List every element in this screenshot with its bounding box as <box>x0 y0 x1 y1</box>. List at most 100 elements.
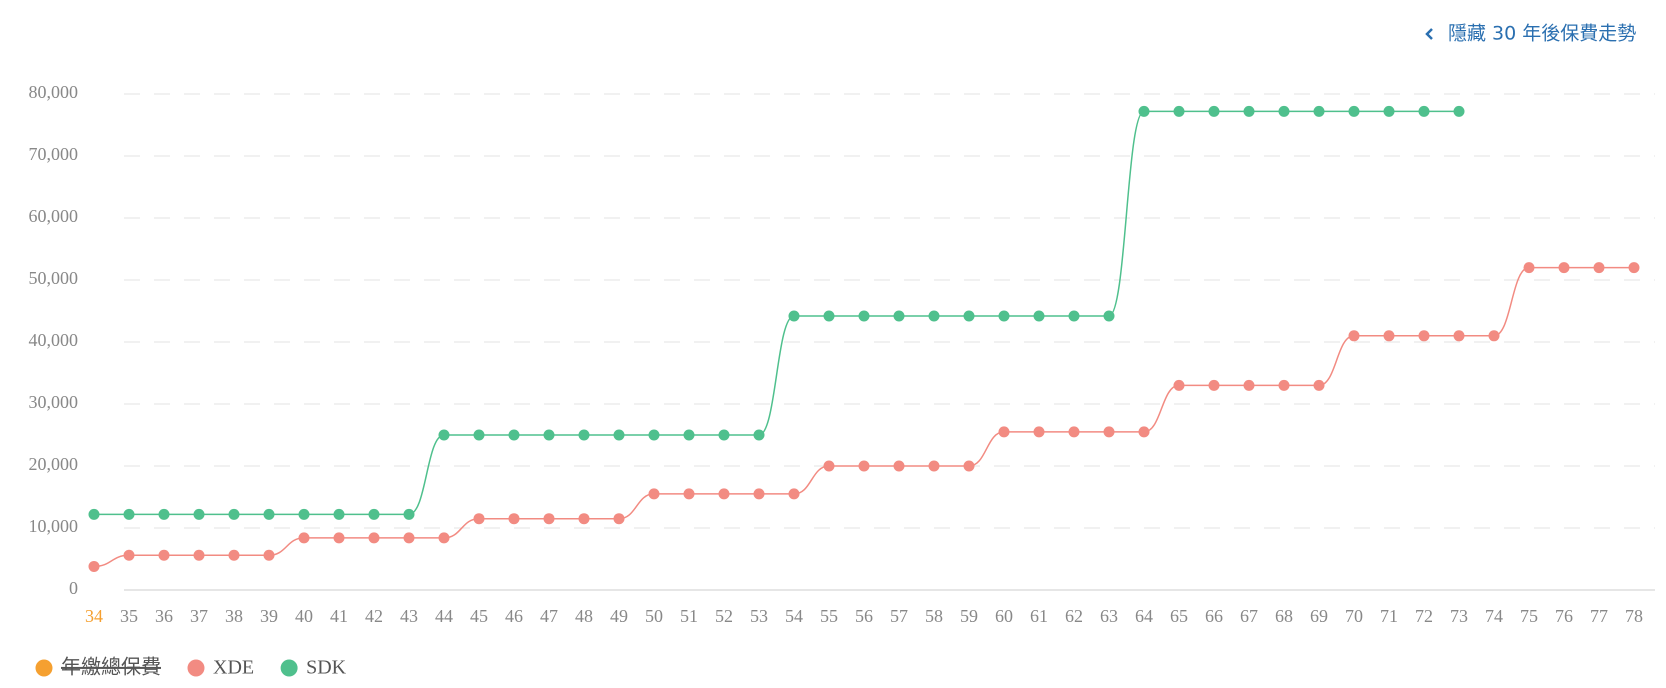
x-tick-label: 61 <box>1030 606 1048 626</box>
data-point <box>823 310 835 322</box>
y-tick-label: 30,000 <box>29 392 79 412</box>
data-point <box>718 488 730 500</box>
x-tick-label: 71 <box>1380 606 1398 626</box>
data-point <box>963 310 975 322</box>
legend-swatch[interactable] <box>280 659 298 677</box>
data-point <box>1278 379 1290 391</box>
x-tick-label: 47 <box>540 606 558 626</box>
data-point <box>893 310 905 322</box>
legend-item[interactable]: SDK <box>280 657 347 679</box>
y-tick-label: 10,000 <box>29 516 79 536</box>
x-tick-label: 37 <box>190 606 208 626</box>
x-tick-label: 54 <box>785 606 803 626</box>
legend-swatch[interactable] <box>187 659 205 677</box>
data-point <box>1138 426 1150 438</box>
data-point <box>1418 105 1430 117</box>
x-tick-label: 35 <box>120 606 138 626</box>
x-tick-label: 78 <box>1625 606 1643 626</box>
data-point <box>1278 105 1290 117</box>
y-tick-label: 60,000 <box>29 206 79 226</box>
data-point <box>123 508 135 520</box>
x-tick-label: 42 <box>365 606 383 626</box>
data-point <box>1068 426 1080 438</box>
y-tick-label: 40,000 <box>29 330 79 350</box>
data-point <box>788 488 800 500</box>
x-tick-label: 58 <box>925 606 943 626</box>
legend-label[interactable]: SDK <box>306 657 347 679</box>
data-point <box>1033 426 1045 438</box>
data-point <box>333 508 345 520</box>
data-point <box>228 508 240 520</box>
data-point <box>613 513 625 525</box>
data-point <box>1418 330 1430 342</box>
data-point <box>998 310 1010 322</box>
data-point <box>473 429 485 441</box>
data-point <box>438 532 450 544</box>
x-tick-label: 72 <box>1415 606 1433 626</box>
legend-label[interactable]: XDE <box>213 657 254 679</box>
x-tick-label: 65 <box>1170 606 1188 626</box>
data-point <box>1173 105 1185 117</box>
x-tick-label: 49 <box>610 606 628 626</box>
data-point <box>1138 105 1150 117</box>
data-point <box>508 513 520 525</box>
data-point <box>1103 426 1115 438</box>
data-point <box>333 532 345 544</box>
data-point <box>263 508 275 520</box>
y-tick-label: 70,000 <box>29 144 79 164</box>
data-point <box>648 488 660 500</box>
x-tick-label: 57 <box>890 606 908 626</box>
toggle-button[interactable]: 隱藏 30 年後保費走勢 <box>1425 23 1636 45</box>
data-point <box>1523 262 1535 274</box>
data-point <box>683 429 695 441</box>
x-tick-label: 60 <box>995 606 1013 626</box>
x-tick-label: 56 <box>855 606 873 626</box>
toggle-label[interactable]: 隱藏 30 年後保費走勢 <box>1448 23 1636 45</box>
x-tick-label: 74 <box>1485 606 1503 626</box>
data-point <box>928 310 940 322</box>
data-point <box>1068 310 1080 322</box>
data-point <box>543 429 555 441</box>
data-point <box>1348 330 1360 342</box>
data-point <box>193 549 205 561</box>
data-point <box>1208 379 1220 391</box>
legend-item[interactable]: 年繳總保費 <box>35 656 162 679</box>
legend-label[interactable]: 年繳總保費 <box>61 656 161 679</box>
data-point <box>298 508 310 520</box>
data-point <box>193 508 205 520</box>
data-point <box>1593 262 1605 274</box>
x-tick-label: 43 <box>400 606 418 626</box>
x-tick-label: 50 <box>645 606 663 626</box>
data-point <box>368 532 380 544</box>
x-tick-label: 44 <box>435 606 453 626</box>
legend-item[interactable]: XDE <box>187 657 255 679</box>
x-tick-label: 40 <box>295 606 313 626</box>
x-tick-label: 55 <box>820 606 838 626</box>
data-point <box>788 310 800 322</box>
data-point <box>718 429 730 441</box>
x-tick-label: 68 <box>1275 606 1293 626</box>
x-tick-label: 63 <box>1100 606 1118 626</box>
data-point <box>683 488 695 500</box>
y-tick-label: 80,000 <box>29 82 79 102</box>
data-point <box>928 460 940 472</box>
data-point <box>1628 262 1640 274</box>
x-tick-label: 67 <box>1240 606 1258 626</box>
x-tick-label: 69 <box>1310 606 1328 626</box>
data-point <box>648 429 660 441</box>
legend-swatch[interactable] <box>35 659 53 677</box>
chevron-icon[interactable] <box>1425 28 1433 40</box>
data-point <box>753 488 765 500</box>
data-point <box>1313 379 1325 391</box>
data-point <box>473 513 485 525</box>
series-line <box>94 110 1459 516</box>
x-tick-label: 75 <box>1520 606 1538 626</box>
x-tick-label: 46 <box>505 606 523 626</box>
data-point <box>508 429 520 441</box>
data-point <box>403 508 415 520</box>
x-tick-label: 51 <box>680 606 698 626</box>
data-point <box>228 549 240 561</box>
x-tick-label: 48 <box>575 606 593 626</box>
data-point <box>1103 310 1115 322</box>
x-tick-label: 45 <box>470 606 488 626</box>
